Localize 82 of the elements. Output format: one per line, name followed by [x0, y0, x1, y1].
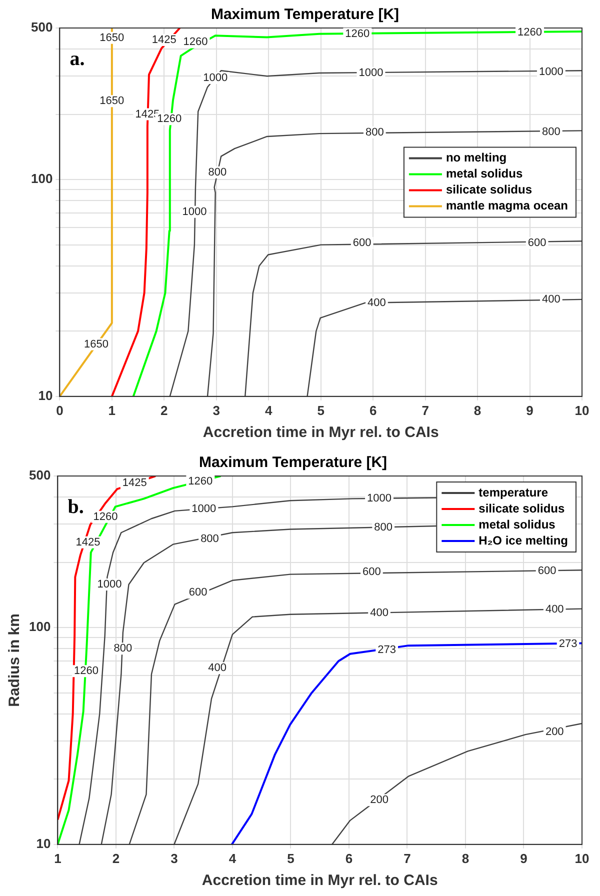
annotation: 600	[352, 237, 372, 250]
x-tick-label: 6	[369, 402, 377, 418]
annotation: 1000	[97, 578, 122, 591]
annotation: 600	[538, 565, 556, 578]
annotation: 800	[208, 166, 227, 178]
annotation: 1260	[93, 510, 118, 523]
annotation: 1260	[183, 36, 208, 48]
y-tick-label: 500	[28, 468, 51, 483]
annotation: 200	[370, 794, 388, 806]
x-tick-label: 8	[474, 402, 482, 418]
x-tick-label: 4	[228, 850, 237, 866]
x-tick-label: 7	[404, 850, 411, 866]
annotation: 1000	[367, 492, 392, 505]
legend-label: mantle magma ocean	[446, 198, 568, 213]
annotation: 1000	[182, 206, 207, 218]
annotation: 400	[542, 293, 560, 306]
x-tick-label: 3	[170, 850, 178, 866]
annotation: 800	[114, 642, 132, 655]
annotation: 1425	[152, 34, 176, 46]
annotation: 600	[362, 566, 381, 578]
x-tick-label: 2	[112, 850, 120, 866]
x-tick-label: 9	[520, 850, 528, 866]
x-axis-title: Accretion time in Myr rel. to CAIs	[202, 424, 439, 442]
annotation: 1260	[345, 28, 370, 40]
x-tick-label: 1	[54, 850, 62, 866]
x-tick-label: 0	[56, 402, 64, 418]
x-tick-label: 2	[160, 402, 168, 418]
annotation: 1650	[100, 95, 124, 108]
x-tick-label: 5	[287, 850, 294, 866]
annotation: 600	[188, 586, 208, 599]
x-tick-label: 5	[317, 402, 324, 418]
legend-label: temperature	[478, 485, 548, 500]
annotation: 600	[528, 237, 546, 250]
chart-title: Maximum Temperature [K]	[210, 6, 400, 24]
annotation: 800	[374, 521, 393, 534]
annotation: 1260	[518, 26, 542, 38]
legend-label: metal solidus	[446, 166, 523, 181]
annotation: 200	[545, 726, 564, 738]
annotation: 400	[368, 296, 386, 309]
annotation: 1650	[100, 32, 124, 44]
x-tick-label: 10	[574, 850, 590, 866]
x-tick-label: 3	[212, 402, 220, 418]
annotation: 800	[365, 126, 384, 138]
annotation: 400	[545, 604, 564, 616]
annotation: a.	[70, 48, 85, 70]
annotation: 1650	[84, 338, 108, 350]
annotation: 400	[208, 662, 226, 674]
annotation: b.	[68, 496, 84, 518]
annotation: 1425	[76, 536, 100, 548]
annotation: 1000	[203, 72, 228, 84]
legend-label: silicate solidus	[478, 501, 566, 516]
x-axis-title: Accretion time in Myr rel. to CAIs	[202, 872, 438, 890]
annotation: 1000	[538, 66, 564, 78]
chart-title: Maximum Temperature [K]	[198, 454, 388, 472]
x-tick-label: 6	[345, 850, 353, 866]
annotation: 400	[370, 606, 388, 619]
y-tick-label: 100	[30, 171, 53, 186]
y-tick-label: 10	[38, 388, 53, 403]
y-axis-title: Radius in km	[6, 614, 24, 707]
x-tick-label: 8	[462, 850, 470, 866]
x-tick-label: 9	[526, 402, 534, 418]
y-tick-label: 500	[30, 20, 53, 35]
y-tick-label: 10	[36, 836, 51, 851]
annotation: 1000	[358, 67, 384, 80]
annotation: 800	[200, 533, 219, 546]
annotation: 1260	[157, 113, 182, 126]
x-tick-label: 4	[264, 402, 273, 418]
legend-label: H₂O ice melting	[478, 533, 568, 548]
annotation: 1425	[122, 476, 147, 489]
legend-label: no melting	[446, 150, 507, 165]
annotation: 800	[542, 126, 560, 138]
annotation: 273	[378, 644, 396, 656]
annotation: 1000	[192, 502, 216, 515]
y-tick-label: 100	[28, 619, 51, 634]
x-tick-label: 1	[108, 402, 116, 418]
legend-label: metal solidus	[478, 517, 556, 532]
x-tick-label: 10	[574, 402, 590, 418]
annotation: 1260	[74, 665, 98, 678]
x-tick-label: 7	[422, 402, 429, 418]
legend-label: silicate solidus	[446, 182, 532, 197]
annotation: 1260	[188, 475, 213, 488]
annotation: 273	[558, 638, 578, 650]
